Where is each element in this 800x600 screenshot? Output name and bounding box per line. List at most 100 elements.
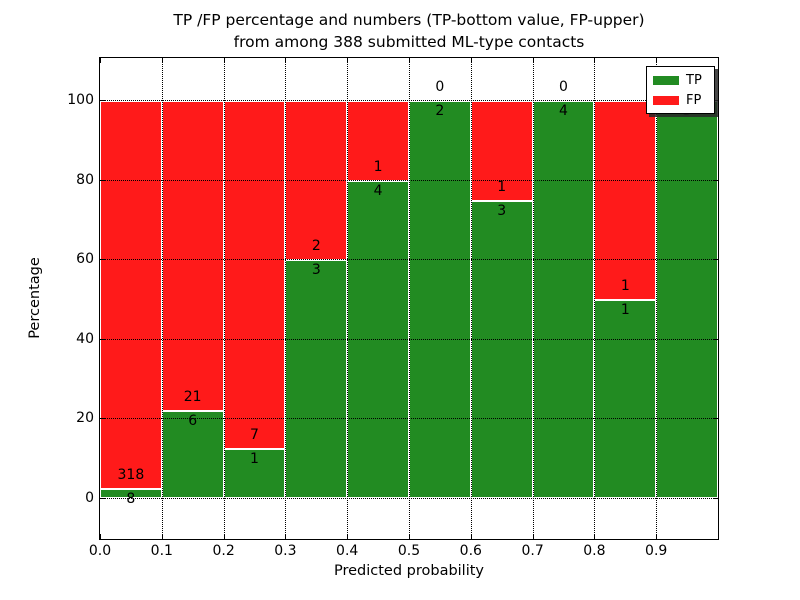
y-tick-label: 0 — [85, 490, 94, 506]
y-tick-label: 20 — [76, 410, 94, 427]
y-tick-mark-right — [713, 498, 718, 499]
tp-count-label: 4 — [373, 182, 383, 199]
x-tick-mark — [285, 534, 287, 539]
v-gridline — [594, 58, 596, 539]
y-axis-label: Percentage — [27, 257, 43, 339]
y-tick-mark-right — [713, 418, 718, 420]
bar-segment-tp — [470, 199, 533, 498]
y-tick-mark — [100, 338, 105, 340]
bar-segment-tp — [656, 100, 718, 498]
x-axis-label: Predicted probability — [333, 563, 485, 579]
tp-count-label: 3 — [311, 262, 321, 279]
x-tick-mark-top — [532, 58, 534, 63]
x-tick-mark-top — [161, 58, 163, 63]
x-tick-label: 0.3 — [274, 543, 297, 559]
fp-count-label: 0 — [435, 79, 445, 95]
plot-area: 31882167123140213041105 — [99, 57, 719, 540]
y-tick-label: 100 — [67, 92, 94, 108]
bar-segment-tp — [409, 100, 471, 498]
y-tick-mark-right — [713, 338, 718, 340]
fp-count-label: 318 — [117, 467, 145, 484]
x-tick-mark-top — [285, 58, 287, 63]
x-tick-mark-top — [223, 58, 225, 63]
legend-label-tp: TP — [686, 72, 702, 88]
x-tick-mark-top — [347, 58, 349, 63]
bar-segment-tp — [594, 299, 657, 498]
bar-segment-tp — [161, 409, 224, 498]
fp-count-label: 1 — [373, 158, 383, 175]
x-tick-mark — [223, 534, 225, 539]
x-tick-label: 0.7 — [521, 543, 544, 559]
x-tick-label: 0.5 — [397, 543, 421, 559]
fp-count-label: 2 — [311, 238, 321, 255]
y-tick-mark — [100, 100, 105, 101]
x-tick-mark — [656, 534, 658, 539]
x-tick-mark-top — [594, 58, 596, 63]
legend-swatch-tp — [653, 75, 679, 85]
tp-count-label: 3 — [497, 202, 507, 219]
x-tick-label: 0.2 — [212, 543, 235, 559]
y-tick-mark — [100, 259, 105, 261]
x-tick-label: 0.6 — [459, 543, 482, 559]
x-tick-mark-top — [100, 58, 101, 63]
x-tick-label: 0.8 — [583, 543, 606, 559]
bar-segment-fp — [470, 100, 533, 200]
x-tick-mark — [161, 534, 163, 539]
legend: TP FP — [646, 66, 715, 114]
v-gridline — [409, 58, 410, 539]
bar-segment-fp — [594, 100, 657, 299]
fp-count-label: 1 — [497, 178, 507, 195]
tp-count-label: 1 — [250, 451, 259, 468]
bar-segment-fp — [100, 100, 162, 489]
bar-segment-fp — [161, 100, 224, 410]
tp-count-label: 8 — [126, 491, 136, 508]
chart-title-line2: from among 388 submitted ML-type contact… — [233, 33, 585, 51]
bar-segment-tp — [285, 259, 348, 498]
tp-count-label: 4 — [559, 103, 568, 119]
fp-count-label: 7 — [250, 427, 259, 444]
v-gridline — [285, 58, 287, 539]
tp-count-label: 2 — [435, 103, 445, 119]
x-tick-mark — [100, 534, 101, 539]
v-gridline — [470, 58, 472, 539]
fp-count-label: 1 — [620, 278, 630, 294]
legend-item-tp: TP — [653, 73, 708, 88]
y-tick-mark — [100, 179, 105, 181]
y-tick-mark-right — [713, 259, 718, 261]
bar-segment-tp — [347, 179, 409, 498]
v-gridline — [223, 58, 225, 539]
y-tick-mark-right — [713, 179, 718, 181]
x-tick-mark — [532, 534, 534, 539]
y-tick-mark — [100, 418, 105, 420]
x-tick-mark — [594, 534, 596, 539]
legend-label-fp: FP — [686, 92, 702, 108]
legend-item-fp: FP — [653, 93, 708, 108]
x-tick-mark-top — [409, 58, 410, 63]
v-gridline — [656, 58, 658, 539]
v-gridline — [347, 58, 349, 539]
v-gridline — [532, 58, 534, 539]
fp-count-label: 21 — [183, 388, 202, 405]
bar-segment-tp — [100, 488, 162, 498]
fp-count-label: 0 — [559, 79, 568, 95]
x-tick-mark-top — [470, 58, 472, 63]
y-tick-label: 40 — [76, 330, 94, 347]
y-tick-label: 80 — [76, 171, 94, 188]
x-tick-label: 0.4 — [336, 543, 359, 559]
x-tick-label: 0.0 — [88, 543, 112, 559]
x-tick-mark — [470, 534, 472, 539]
bar-segment-tp — [532, 100, 595, 498]
tp-count-label: 1 — [620, 302, 630, 318]
tp-count-label: 6 — [188, 412, 198, 429]
v-gridline — [161, 58, 163, 539]
x-tick-mark — [347, 534, 349, 539]
y-tick-mark-right — [713, 100, 718, 101]
y-tick-label: 60 — [76, 251, 94, 268]
legend-swatch-fp — [653, 95, 679, 105]
x-tick-mark — [409, 534, 410, 539]
bar-segment-fp — [223, 100, 286, 449]
x-tick-label: 0.1 — [150, 543, 173, 559]
y-tick-mark — [100, 498, 105, 499]
chart-title-line1: TP /FP percentage and numbers (TP-bottom… — [173, 11, 645, 29]
